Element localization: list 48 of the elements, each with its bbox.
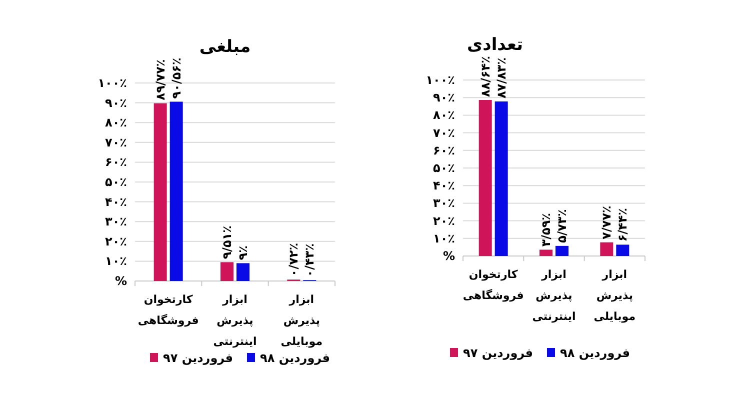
y-tick-label: ۲۰٪: [105, 234, 127, 248]
chart-title: مبلغی: [199, 37, 251, 57]
x-tick-label: کارتخوان فروشگاهی: [462, 268, 524, 302]
y-tick-label: ۸۰٪: [105, 116, 127, 130]
y-tick-label: %: [114, 274, 127, 288]
y-tick-label: ۹۰٪: [433, 90, 455, 105]
y-tick-label: ۶۰٪: [433, 143, 455, 158]
y-tick-label: ۲۰٪: [433, 214, 455, 228]
y-tick-label: ۸۰٪: [433, 108, 455, 122]
y-tick-label: ۱۰٪: [105, 254, 127, 268]
y-tick-label: ۵۰٪: [105, 175, 127, 189]
y-tick-label: ۳۰٪: [433, 196, 455, 210]
legend-label: فروردین ۹۷: [163, 351, 233, 365]
y-tick-label: ۱۰٪: [433, 231, 455, 246]
chart-title: تعدادی: [467, 35, 523, 55]
legend: فروردین ۹۷ فروردین ۹۸: [450, 346, 630, 360]
data-label: ۶/۴۴٪: [616, 208, 630, 242]
legend: فروردین ۹۷ فروردین ۹۸: [150, 351, 330, 365]
y-tick-label: ۷۰٪: [433, 126, 455, 140]
x-tick-label: ابزار پذیرش اینترنتی: [213, 293, 257, 348]
legend-label: فروردین ۹۸: [260, 351, 330, 365]
x-tick-label: ابزار پذیرش موبایلی: [594, 268, 636, 323]
y-tick-label: ۳۰٪: [105, 214, 127, 229]
data-label: ۵/۷۳٪: [555, 209, 569, 243]
y-tick-label: ۷۰٪: [105, 135, 127, 150]
data-label: ۰/۴۳٪: [302, 243, 317, 278]
y-tick-label: ۹۰٪: [105, 96, 127, 110]
y-tick-label: ۴۰٪: [433, 178, 455, 193]
data-label: ۹/۵۱٪: [220, 225, 234, 260]
y-tick-label: ۴۰٪: [105, 194, 127, 209]
data-label: ۰/۷۲٪: [286, 242, 301, 277]
data-label: ۸۹/۷۷٪: [153, 59, 168, 100]
x-tick-label: کارتخوان فروشگاهی: [138, 293, 199, 327]
legend-label: فروردین ۹۸: [560, 346, 630, 360]
x-tick-label: ابزار پذیرش اینترنتی: [532, 268, 576, 323]
y-tick-label: %: [442, 249, 455, 263]
legend-label: فروردین ۹۷: [463, 346, 533, 360]
data-label: ۹۰/۵۶٪: [169, 58, 184, 99]
y-tick-label: ۱۰۰٪: [426, 73, 455, 87]
y-tick-label: ۵۰٪: [433, 161, 455, 175]
y-tick-label: ۶۰٪: [105, 155, 127, 170]
data-label: ۹٪: [236, 246, 250, 260]
data-label: ۷/۷۷٪: [600, 206, 614, 240]
y-tick-label: ۱۰۰٪: [98, 76, 127, 90]
x-tick-label: ابزار پذیرش موبایلی: [280, 293, 323, 348]
data-label: ۳/۵۹٪: [539, 212, 553, 247]
data-label: ۸۸/۶۴٪: [478, 56, 492, 97]
data-label: ۸۷/۸۳٪: [494, 57, 508, 98]
